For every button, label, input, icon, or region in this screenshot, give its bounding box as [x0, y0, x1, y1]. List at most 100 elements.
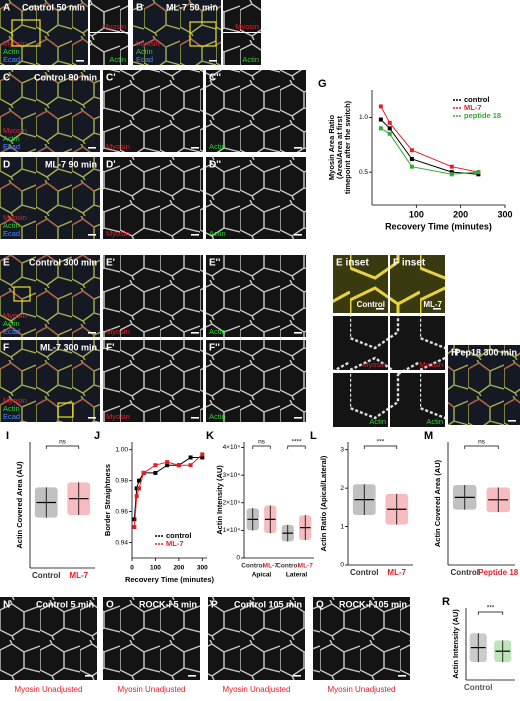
data-point: [449, 170, 454, 175]
channel-label: Myosin: [419, 360, 443, 369]
channel-label: Actin: [136, 47, 153, 56]
micrograph: [0, 157, 100, 239]
micrograph: [103, 340, 203, 422]
panel-letter: J: [94, 430, 100, 442]
data-point: [449, 164, 454, 169]
scale-bar: [85, 675, 93, 677]
significance-label: ***: [377, 439, 385, 446]
image-title: Control 5 min: [36, 599, 94, 609]
x-tick-label: ML-7: [298, 563, 314, 570]
micrograph: [333, 255, 388, 313]
x-tick-label: Control: [350, 568, 378, 577]
panel-letter: F'': [209, 343, 220, 354]
x-tick-label: 0: [130, 565, 134, 572]
data-point: [134, 486, 139, 491]
y-tick-label: 0: [236, 555, 240, 562]
panel-letter: D'': [209, 160, 221, 171]
panel-letter: N: [3, 600, 10, 611]
y-tick-label: 0.94: [115, 539, 128, 546]
data-point: [165, 463, 170, 468]
x-axis-label: Recovery Time (minutes): [125, 575, 215, 584]
y-tick-label: 1.0: [359, 114, 368, 121]
micrograph: [206, 340, 306, 422]
panel-letter: G: [318, 78, 327, 90]
legend-label: ML-7: [464, 103, 482, 112]
micrograph: [390, 316, 445, 370]
legend-label: peptide 18: [464, 111, 501, 120]
image-title: ML-7 90 min: [45, 159, 97, 169]
channel-label: Myosin: [106, 229, 130, 238]
micrograph: [206, 157, 306, 239]
micrograph: [206, 255, 306, 337]
channel-label: Ecad: [3, 142, 20, 151]
image-title: ROCK-i 5 min: [139, 599, 197, 609]
scale-bar: [398, 675, 406, 677]
channel-label: Actin: [109, 55, 126, 64]
data-point: [476, 172, 481, 177]
y-tick-label: 1: [340, 523, 344, 530]
panel-letter: P: [211, 600, 218, 611]
channel-label: Actin: [3, 319, 20, 328]
x-axis-label: Recovery Time (minutes): [385, 221, 492, 231]
channel-label: Ecad: [3, 412, 20, 421]
y-axis-label: Border Straightness: [103, 464, 112, 536]
channel-label: Actin: [209, 327, 226, 336]
inset-box: [57, 402, 74, 418]
blue-tint: [0, 0, 88, 65]
blue-tint: [0, 70, 100, 152]
panel-letter: C': [106, 73, 116, 84]
panel-letter: B: [136, 3, 143, 14]
significance-label: ns: [478, 439, 486, 446]
data-point: [153, 463, 158, 468]
panel-letter: L: [310, 430, 317, 442]
data-point: [137, 486, 142, 491]
micrograph: [333, 373, 388, 427]
data-point: [137, 478, 142, 483]
significance-bracket: [287, 445, 306, 449]
micrograph: [0, 0, 88, 65]
x-tick-label: ML-7: [69, 571, 88, 580]
x-tick-label: 200: [453, 209, 468, 219]
inset-box: [13, 286, 31, 302]
channel-label: Actin: [209, 229, 226, 238]
micrograph: [0, 255, 100, 337]
blue-tint: [133, 0, 221, 65]
data-point: [409, 164, 414, 169]
image-title: Control 105 min: [234, 599, 302, 609]
image-title: ML-7 300 min: [40, 342, 97, 352]
micrograph: [333, 316, 388, 370]
image-title: ML-7 50 min: [166, 2, 218, 12]
channel-label: Actin: [3, 47, 20, 56]
micrograph: [103, 70, 203, 152]
y-tick-label: 2: [340, 485, 344, 492]
image-caption: Myosin Unadjusted: [222, 685, 290, 694]
scale-bar: [191, 147, 199, 149]
x-tick-label: 300: [197, 565, 208, 572]
significance-label: ***: [487, 605, 495, 612]
panel-letter: I: [6, 430, 9, 442]
image-title: Control 90 min: [34, 72, 97, 82]
y-tick-label: 0.98: [115, 477, 128, 484]
y-tick-label: 2×10⁴: [223, 499, 241, 506]
micrograph: [0, 70, 100, 152]
channel-label: Myosin: [3, 213, 27, 222]
micrograph: [90, 33, 128, 65]
y-tick-label: 3: [340, 446, 344, 453]
panel-letter: E': [106, 258, 115, 269]
image-title: Control 300 min: [29, 257, 97, 267]
panel-letter: C: [3, 73, 10, 84]
micrograph: [0, 340, 100, 422]
series-line: [380, 119, 479, 175]
data-point: [200, 452, 205, 457]
x-tick-label: 200: [173, 565, 184, 572]
y-axis-label: Actin Intensity (AU): [215, 465, 224, 535]
image-title: Control 50 min: [22, 2, 85, 12]
scale-bar: [88, 417, 96, 419]
x-tick-label: Control: [32, 571, 60, 580]
scale-bar: [76, 60, 84, 62]
data-point: [176, 463, 181, 468]
data-point: [409, 157, 414, 161]
data-point: [200, 455, 205, 460]
y-tick-label: 3×10⁴: [223, 472, 241, 479]
micrograph: [223, 0, 261, 32]
